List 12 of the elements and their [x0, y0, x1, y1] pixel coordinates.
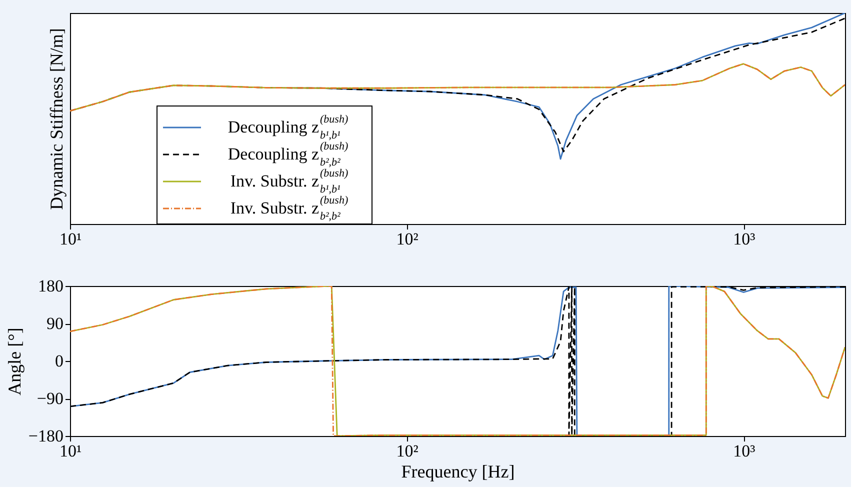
y-tick-label: −90: [36, 389, 64, 408]
y-tick-label: 0: [55, 352, 64, 370]
y-tick-label: 180: [38, 276, 64, 296]
x-axis-title: Frequency [Hz]: [401, 462, 515, 482]
y-axis-title: Dynamic Stiffness [N/m]: [46, 28, 66, 210]
y-axis-title: Angle [°]: [4, 328, 24, 396]
x-tick-label: 10³: [733, 442, 756, 460]
x-tick-label: 10³: [733, 230, 756, 248]
x-tick-label: 10²: [396, 230, 418, 248]
y-tick-label: 90: [46, 314, 64, 333]
x-tick-label: 10²: [396, 442, 418, 460]
x-tick-label: 10¹: [59, 230, 82, 248]
